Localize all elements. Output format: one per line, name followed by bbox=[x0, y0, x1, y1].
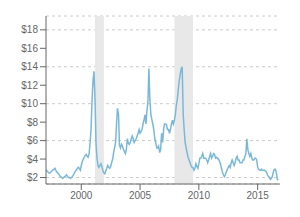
svg-text:$16: $16 bbox=[21, 43, 38, 54]
svg-text:$2: $2 bbox=[27, 172, 39, 183]
svg-text:$8: $8 bbox=[27, 117, 39, 128]
svg-text:$14: $14 bbox=[21, 61, 38, 72]
svg-text:2005: 2005 bbox=[129, 190, 152, 201]
svg-text:$10: $10 bbox=[21, 98, 38, 109]
svg-text:$6: $6 bbox=[27, 135, 39, 146]
svg-text:$18: $18 bbox=[21, 24, 38, 35]
svg-text:2000: 2000 bbox=[70, 190, 93, 201]
svg-text:$4: $4 bbox=[27, 154, 39, 165]
svg-text:$12: $12 bbox=[21, 80, 38, 91]
svg-text:2015: 2015 bbox=[247, 190, 270, 201]
svg-text:2010: 2010 bbox=[188, 190, 211, 201]
